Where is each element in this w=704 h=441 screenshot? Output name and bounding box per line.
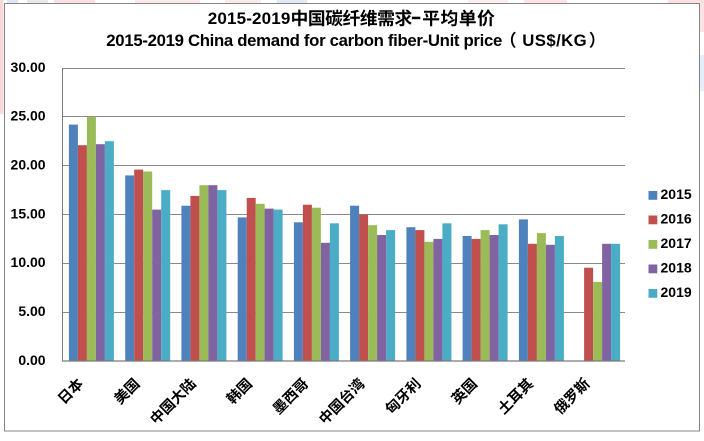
svg-text:2015-2019 China demand for car: 2015-2019 China demand for carbon fiber-… [106,31,502,50]
svg-text:US$/KG: US$/KG [522,31,586,50]
svg-text:2017: 2017 [661,235,692,251]
svg-text:2018: 2018 [661,260,692,276]
svg-text:5.00: 5.00 [18,303,45,319]
svg-text:25.00: 25.00 [11,108,46,124]
svg-text:15.00: 15.00 [11,205,46,221]
svg-text:0.00: 0.00 [18,352,45,368]
svg-text:2019: 2019 [661,284,692,300]
svg-text:2016: 2016 [661,211,692,227]
svg-text:2015-2019: 2015-2019 [208,9,290,28]
svg-text:10.00: 10.00 [11,254,46,270]
svg-text:30.00: 30.00 [11,59,46,75]
svg-text:2015: 2015 [661,186,692,202]
svg-text:20.00: 20.00 [11,157,46,173]
